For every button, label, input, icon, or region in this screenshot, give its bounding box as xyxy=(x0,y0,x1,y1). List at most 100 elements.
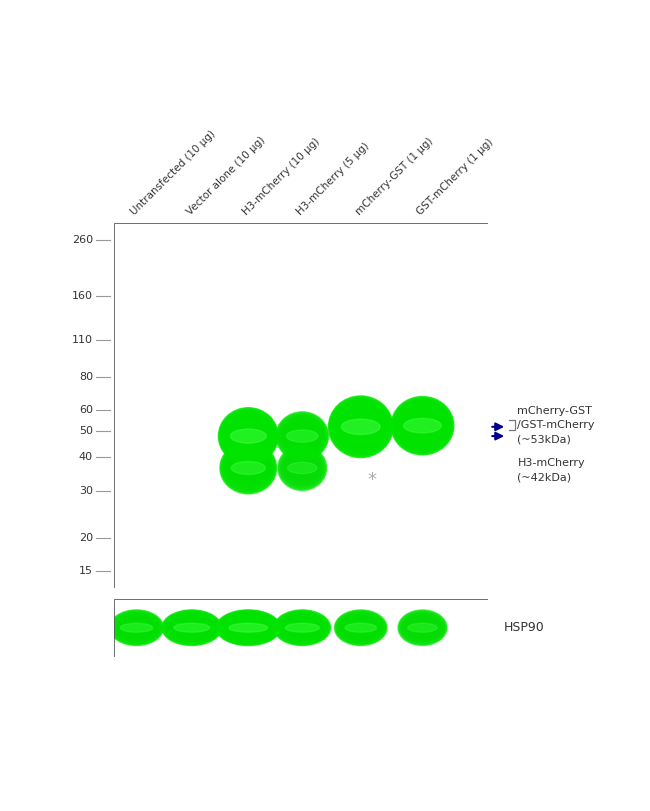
Ellipse shape xyxy=(277,612,328,643)
Ellipse shape xyxy=(226,450,270,486)
Ellipse shape xyxy=(227,420,269,453)
Ellipse shape xyxy=(396,403,448,448)
Ellipse shape xyxy=(337,612,385,643)
Ellipse shape xyxy=(116,616,157,639)
Ellipse shape xyxy=(222,444,275,492)
Ellipse shape xyxy=(283,421,321,451)
Ellipse shape xyxy=(120,623,153,633)
Ellipse shape xyxy=(278,446,326,490)
Ellipse shape xyxy=(405,617,440,638)
Ellipse shape xyxy=(398,611,447,645)
Text: H3-mCherry
(~42kDa): H3-mCherry (~42kDa) xyxy=(517,458,585,483)
Ellipse shape xyxy=(220,613,276,642)
Ellipse shape xyxy=(395,401,450,450)
Ellipse shape xyxy=(287,462,317,474)
Ellipse shape xyxy=(166,613,218,642)
Ellipse shape xyxy=(227,452,269,484)
Ellipse shape xyxy=(285,623,319,633)
Ellipse shape xyxy=(281,449,323,487)
Text: 30: 30 xyxy=(79,486,93,496)
Ellipse shape xyxy=(225,617,272,638)
Ellipse shape xyxy=(278,414,326,457)
Ellipse shape xyxy=(399,406,446,444)
Ellipse shape xyxy=(229,454,267,482)
Ellipse shape xyxy=(282,451,322,485)
Ellipse shape xyxy=(283,420,322,452)
Ellipse shape xyxy=(283,453,321,483)
Ellipse shape xyxy=(276,612,328,643)
Ellipse shape xyxy=(162,610,222,646)
Text: 80: 80 xyxy=(79,371,93,382)
Text: 160: 160 xyxy=(72,291,93,301)
Ellipse shape xyxy=(337,612,384,643)
Ellipse shape xyxy=(162,611,221,645)
Ellipse shape xyxy=(280,616,324,640)
Text: *: * xyxy=(368,470,377,489)
Ellipse shape xyxy=(116,616,157,640)
Ellipse shape xyxy=(221,443,276,493)
Text: Untransfected (10 μg): Untransfected (10 μg) xyxy=(129,128,218,217)
Ellipse shape xyxy=(278,613,327,642)
Ellipse shape xyxy=(335,405,387,449)
Ellipse shape xyxy=(400,612,445,643)
Ellipse shape xyxy=(220,442,277,494)
Text: HSP90: HSP90 xyxy=(504,621,545,634)
Ellipse shape xyxy=(117,617,156,638)
Ellipse shape xyxy=(170,617,213,638)
Ellipse shape xyxy=(224,447,273,489)
Ellipse shape xyxy=(406,617,439,638)
Text: 40: 40 xyxy=(79,453,93,462)
Ellipse shape xyxy=(400,409,445,442)
Ellipse shape xyxy=(218,611,279,644)
Ellipse shape xyxy=(341,616,380,639)
Ellipse shape xyxy=(335,610,387,646)
Ellipse shape xyxy=(339,410,384,444)
Ellipse shape xyxy=(404,418,441,433)
Ellipse shape xyxy=(397,405,448,447)
Text: 20: 20 xyxy=(79,533,93,543)
Ellipse shape xyxy=(168,615,216,641)
Ellipse shape xyxy=(276,412,328,461)
Text: Vector alone (10 μg): Vector alone (10 μg) xyxy=(185,135,267,217)
Text: 110: 110 xyxy=(72,335,93,345)
Ellipse shape xyxy=(282,419,322,453)
Ellipse shape xyxy=(217,611,280,645)
Ellipse shape xyxy=(335,406,386,448)
Ellipse shape xyxy=(337,408,384,445)
Ellipse shape xyxy=(222,412,275,460)
Ellipse shape xyxy=(275,611,330,645)
Ellipse shape xyxy=(278,414,327,458)
Ellipse shape xyxy=(168,616,215,640)
Ellipse shape xyxy=(283,452,322,484)
Ellipse shape xyxy=(394,400,451,452)
Ellipse shape xyxy=(279,415,326,457)
Ellipse shape xyxy=(332,401,389,453)
Ellipse shape xyxy=(393,399,452,453)
Text: 60: 60 xyxy=(79,406,93,415)
Ellipse shape xyxy=(278,445,327,491)
Ellipse shape xyxy=(330,397,392,457)
Ellipse shape xyxy=(333,402,389,452)
Ellipse shape xyxy=(223,446,274,490)
Ellipse shape xyxy=(226,418,271,454)
Ellipse shape xyxy=(408,623,437,633)
Ellipse shape xyxy=(287,430,318,442)
Ellipse shape xyxy=(111,611,162,645)
Ellipse shape xyxy=(339,410,382,444)
Text: 50: 50 xyxy=(79,427,93,436)
Ellipse shape xyxy=(222,414,274,459)
Ellipse shape xyxy=(400,612,445,643)
Ellipse shape xyxy=(343,617,379,638)
Ellipse shape xyxy=(227,418,270,453)
Ellipse shape xyxy=(276,611,329,644)
Ellipse shape xyxy=(284,453,320,483)
Ellipse shape xyxy=(218,408,278,465)
Ellipse shape xyxy=(404,616,441,640)
Text: 260: 260 xyxy=(72,234,93,245)
Ellipse shape xyxy=(400,408,445,444)
Ellipse shape xyxy=(391,397,454,455)
Ellipse shape xyxy=(341,419,380,435)
Ellipse shape xyxy=(285,423,320,449)
Ellipse shape xyxy=(114,614,159,642)
Ellipse shape xyxy=(174,623,210,633)
